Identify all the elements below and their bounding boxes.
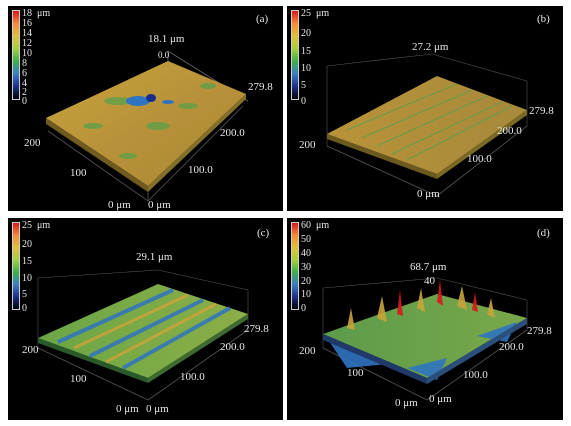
colorbar-tick: 5 bbox=[22, 289, 27, 300]
surface-plot-c bbox=[37, 269, 249, 401]
z-mid-label: 40 bbox=[424, 275, 435, 287]
colorbar-c bbox=[12, 222, 20, 310]
colorbar-tick: 20 bbox=[301, 28, 311, 39]
colorbar-b bbox=[291, 10, 299, 100]
surface-a bbox=[46, 61, 246, 186]
x-axis-mid: 200.0 bbox=[220, 341, 245, 353]
panel-d: 60 μm 50 40 30 20 10 0 (d) 68.7 μm 40 27… bbox=[287, 218, 563, 420]
colorbar-tick: 10 bbox=[22, 273, 32, 284]
colorbar-tick: 0 bbox=[301, 303, 306, 314]
y-axis-end: 200 bbox=[22, 344, 39, 356]
x-axis-origin: 0 μm bbox=[148, 199, 171, 211]
colorbar-tick: 30 bbox=[301, 262, 311, 273]
panel-letter: (d) bbox=[537, 227, 550, 239]
z-max-label: 29.1 μm bbox=[136, 251, 173, 263]
y-axis-end: 200 bbox=[299, 139, 316, 151]
colorbar-tick: 15 bbox=[22, 256, 32, 267]
z-max-label: 27.2 μm bbox=[412, 41, 449, 53]
x-axis-mid: 200.0 bbox=[220, 127, 245, 139]
colorbar-tick: 8 bbox=[22, 58, 27, 69]
surface-d bbox=[323, 294, 527, 378]
x-axis-end: 279.8 bbox=[527, 325, 552, 337]
surface-plot-b bbox=[326, 53, 528, 197]
colorbar-tick: 15 bbox=[301, 46, 311, 57]
surface-plot-d bbox=[322, 277, 528, 401]
x-axis-origin: 0 μm bbox=[417, 188, 440, 200]
colorbar-tick: 10 bbox=[22, 48, 32, 59]
y-axis-end: 200 bbox=[24, 137, 41, 149]
x-axis-mid: 200.0 bbox=[497, 125, 522, 137]
x-axis-end: 279.8 bbox=[529, 105, 554, 117]
colorbar-tick: 2 bbox=[22, 87, 27, 98]
colorbar-tick: 25 bbox=[301, 8, 311, 19]
colorbar-a bbox=[12, 10, 20, 100]
panel-letter: (c) bbox=[257, 227, 270, 239]
panel-a: 18 μm 16 14 12 10 8 6 4 2 0 (a) 18.1 μm … bbox=[8, 6, 283, 211]
colorbar-tick: 0 bbox=[22, 96, 27, 107]
colorbar-tick: 5 bbox=[301, 80, 306, 91]
y-axis-origin: 0 μm bbox=[116, 403, 139, 415]
colorbar-tick: 0 bbox=[301, 96, 306, 107]
colorbar-tick: 18 bbox=[22, 8, 32, 19]
x-axis-low: 100.0 bbox=[188, 164, 213, 176]
y-axis-origin: 0 μm bbox=[108, 199, 131, 211]
panel-letter: (b) bbox=[537, 13, 550, 25]
colorbar-unit: μm bbox=[37, 8, 51, 19]
z-max-label: 68.7 μm bbox=[410, 261, 447, 273]
panel-c: 25 μm 20 15 10 5 0 (c) 29.1 μm 279.8 200… bbox=[8, 218, 283, 420]
panel-b: 25 μm 20 15 10 5 0 (b) 27.2 μm 279.8 200… bbox=[287, 6, 563, 211]
y-axis-end: 200 bbox=[299, 345, 316, 357]
panel-letter: (a) bbox=[256, 13, 269, 25]
x-axis-low: 100.0 bbox=[467, 153, 492, 165]
z-secondary-label: 0.0 bbox=[158, 50, 170, 60]
colorbar-tick: 4 bbox=[22, 78, 27, 89]
colorbar-tick: 60 bbox=[301, 220, 311, 231]
surface-plot-a bbox=[46, 50, 249, 202]
y-axis-mid: 100 bbox=[70, 373, 87, 385]
colorbar-tick: 10 bbox=[301, 289, 311, 300]
colorbar-d bbox=[291, 222, 299, 310]
colorbar-tick: 25 bbox=[22, 220, 32, 231]
y-axis-mid: 100 bbox=[347, 367, 364, 379]
colorbar-tick: 6 bbox=[22, 68, 27, 79]
colorbar-tick: 20 bbox=[301, 276, 311, 287]
colorbar-tick: 12 bbox=[22, 38, 32, 49]
colorbar-tick: 16 bbox=[22, 18, 32, 29]
colorbar-unit: μm bbox=[316, 220, 330, 231]
x-axis-origin: 0 μm bbox=[429, 393, 452, 405]
x-axis-low: 100.0 bbox=[180, 371, 205, 383]
colorbar-unit: μm bbox=[316, 8, 330, 19]
x-axis-origin: 0 μm bbox=[146, 403, 169, 415]
y-axis-origin: 0 μm bbox=[395, 397, 418, 409]
x-axis-end: 279.8 bbox=[244, 323, 269, 335]
colorbar-tick: 50 bbox=[301, 234, 311, 245]
colorbar-tick: 10 bbox=[301, 63, 311, 74]
z-max-label: 18.1 μm bbox=[148, 33, 185, 45]
colorbar-tick: 20 bbox=[22, 239, 32, 250]
x-axis-end: 279.8 bbox=[248, 81, 273, 93]
x-axis-mid: 200.0 bbox=[499, 341, 524, 353]
y-axis-mid: 100 bbox=[70, 167, 87, 179]
colorbar-tick: 14 bbox=[22, 28, 32, 39]
x-axis-low: 100.0 bbox=[463, 369, 488, 381]
colorbar-unit: μm bbox=[37, 220, 51, 231]
colorbar-tick: 0 bbox=[22, 303, 27, 314]
colorbar-tick: 40 bbox=[301, 248, 311, 259]
